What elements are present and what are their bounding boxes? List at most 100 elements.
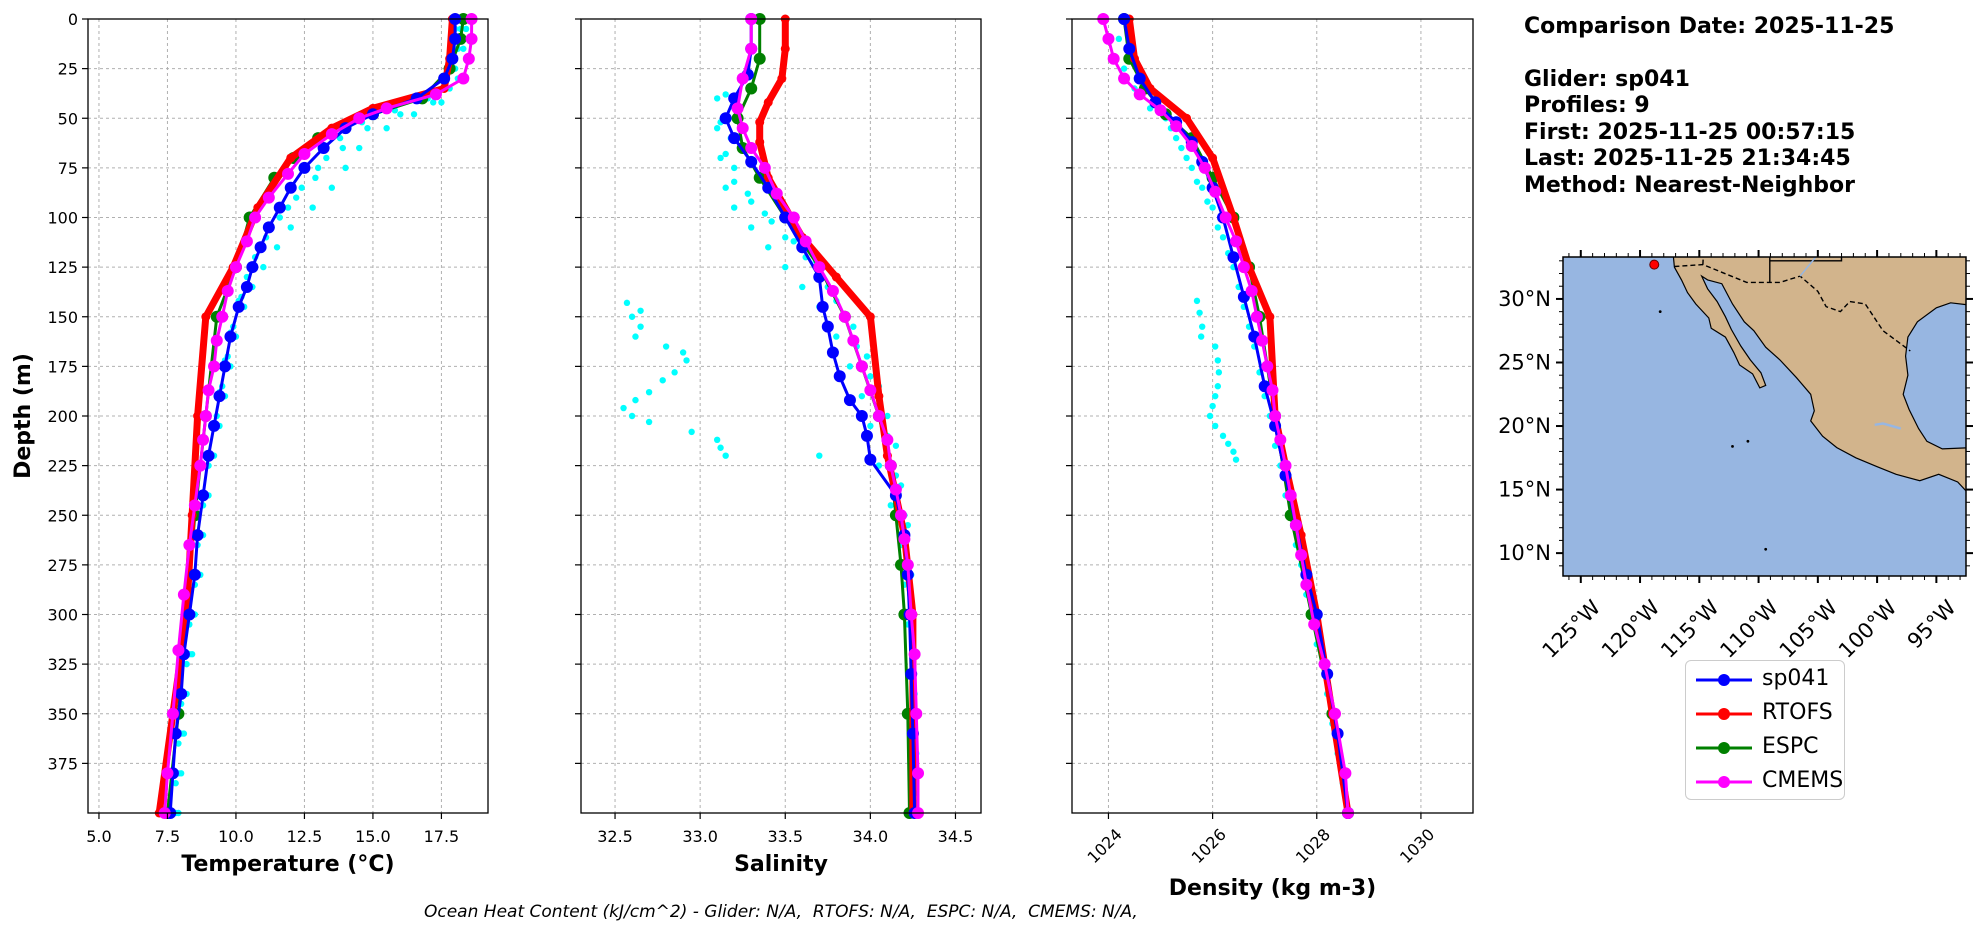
series-point-cmems <box>1250 310 1263 323</box>
glider-raw-point <box>293 194 300 201</box>
series-point-rtofs <box>193 411 203 421</box>
glider-raw-point <box>1183 154 1190 162</box>
series-point-sp041 <box>816 300 829 313</box>
series-point-sp041 <box>843 394 856 407</box>
border-line <box>1769 257 1843 262</box>
series-point-cmems <box>901 558 914 571</box>
glider-raw-point <box>1172 134 1180 142</box>
series-point-cmems <box>1269 410 1282 422</box>
series-point-cmems <box>1209 185 1222 198</box>
glider-raw-point <box>904 521 912 529</box>
glider-raw-point <box>1212 392 1219 400</box>
map-lon-label: 95°W <box>1903 595 1961 653</box>
glider-raw-point <box>1219 432 1227 440</box>
series-point-rtofs <box>763 97 773 107</box>
glider-raw-point <box>761 210 769 217</box>
glider-raw-point <box>1115 35 1123 43</box>
x-tick-label: 34.0 <box>853 827 889 846</box>
series-point-cmems <box>1284 489 1297 502</box>
glider-raw-point <box>645 388 653 396</box>
glider-raw-point <box>1225 440 1232 447</box>
series-point-sp041 <box>1227 251 1240 264</box>
series-point-cmems <box>216 310 229 323</box>
map-frame <box>1562 256 1967 577</box>
series-point-sp041 <box>745 155 758 168</box>
series-point-cmems <box>1198 161 1211 174</box>
series-point-cmems <box>210 334 223 347</box>
glider-raw-point <box>323 154 330 162</box>
land-mainland <box>1672 257 1966 492</box>
glider-raw-point <box>1206 412 1214 420</box>
glider-raw-point <box>637 307 644 314</box>
series-point-cmems <box>462 52 475 65</box>
series-point-cmems <box>161 767 174 780</box>
series-point-sp041 <box>262 221 275 234</box>
series-point-cmems <box>905 608 918 621</box>
glider-raw-point <box>867 373 874 380</box>
glider-raw-point <box>887 502 894 509</box>
legend-item-cmems: CMEMS <box>1694 767 1844 797</box>
y-axis-label: Depth (m) <box>11 353 36 479</box>
glider-raw-point <box>768 218 775 225</box>
series-point-cmems <box>1230 235 1243 248</box>
glider-raw-point <box>430 99 437 106</box>
series-point-cmems <box>262 191 275 204</box>
series-point-cmems <box>855 360 868 373</box>
series-point-cmems <box>197 433 210 446</box>
glider-raw-point <box>339 144 346 152</box>
series-point-rtofs <box>1182 113 1192 123</box>
series-point-rtofs <box>865 312 875 322</box>
glider-raw-point <box>276 214 283 221</box>
glider-raw-point <box>884 412 891 420</box>
glider-raw-point <box>713 124 721 132</box>
y-tick-label: 275 <box>47 556 78 575</box>
glider-raw-point <box>790 238 797 245</box>
map-lon-label: 115°W <box>1656 595 1724 663</box>
series-point-cmems <box>736 122 749 135</box>
glider-raw-point <box>460 45 467 52</box>
profile-panel-3: 1024 1026 1028 1030 Density (kg m-3) <box>1066 13 1474 901</box>
series-point-cmems <box>1219 211 1232 224</box>
series-point-cmems <box>188 499 201 512</box>
series-point-cmems <box>881 433 894 446</box>
legend-item-espc: ESPC <box>1694 733 1844 763</box>
glider-raw-point <box>342 164 349 172</box>
series-point-sp041 <box>1133 72 1146 85</box>
series-point-sp041 <box>240 280 253 293</box>
series-point-cmems <box>177 588 190 601</box>
series-point-cmems <box>1185 140 1198 153</box>
series-point-rtofs <box>831 272 841 282</box>
x-tick-label: 33.0 <box>682 827 718 846</box>
glider-raw-point <box>1120 65 1128 72</box>
series-point-cmems <box>465 32 478 45</box>
series-point-rtofs <box>755 137 765 147</box>
y-tick-label: 0 <box>68 10 78 29</box>
y-tick-label: 100 <box>47 209 78 228</box>
x-tick-label: 15.0 <box>355 827 391 846</box>
glider-raw-point <box>1209 402 1216 410</box>
glider-raw-point <box>867 422 874 430</box>
island <box>1746 439 1750 443</box>
series-point-cmems <box>166 707 179 720</box>
glider-raw-point <box>846 363 854 370</box>
glider-raw-point <box>273 244 281 251</box>
series-point-cmems <box>429 88 442 101</box>
series-point-cmems <box>1154 104 1167 117</box>
glider-raw-point <box>620 404 627 412</box>
series-point-rtofs <box>777 74 787 84</box>
series-point-sp041 <box>232 300 245 313</box>
series-point-rtofs <box>201 312 211 322</box>
glider-raw-point <box>717 154 724 162</box>
lake-chapala <box>1874 422 1902 430</box>
series-point-cmems <box>1102 32 1115 45</box>
series-point-cmems <box>1107 52 1120 65</box>
glider-raw-point <box>1230 448 1237 455</box>
series-point-sp041 <box>246 261 259 274</box>
series-point-rtofs <box>755 117 765 127</box>
y-tick-label: 50 <box>58 109 78 128</box>
glider-raw-point <box>717 444 724 451</box>
series-point-cmems <box>884 459 897 472</box>
glider-raw-point <box>397 111 404 118</box>
map-lat-label: 25°N <box>1498 350 1551 374</box>
series-point-cmems <box>1328 707 1341 720</box>
